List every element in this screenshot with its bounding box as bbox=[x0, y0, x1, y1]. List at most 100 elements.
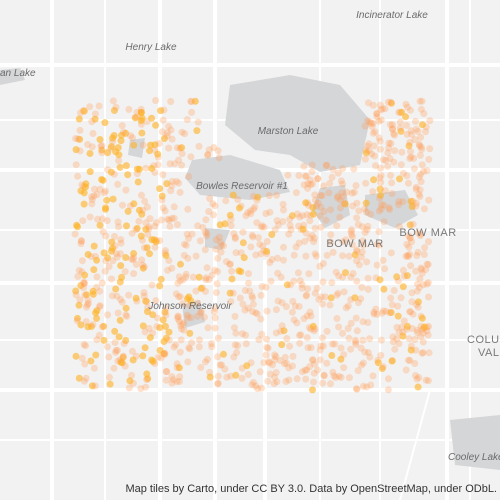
incident-dot bbox=[271, 373, 279, 381]
incident-dot bbox=[101, 187, 109, 195]
incident-dot bbox=[168, 215, 176, 222]
incident-dot bbox=[399, 266, 407, 274]
incident-dot bbox=[313, 284, 321, 292]
incident-dot bbox=[116, 250, 124, 258]
incident-dot bbox=[379, 256, 387, 264]
incident-dot bbox=[319, 334, 326, 342]
incident-dot bbox=[293, 375, 301, 383]
incident-dot bbox=[113, 253, 121, 261]
incident-dot bbox=[416, 97, 424, 105]
incident-dot bbox=[307, 344, 315, 352]
incident-dot bbox=[354, 367, 362, 375]
incident-dot bbox=[140, 292, 148, 300]
incident-dot bbox=[400, 272, 408, 280]
incident-dot bbox=[323, 161, 331, 169]
incident-dot bbox=[419, 338, 427, 346]
incident-dot bbox=[211, 202, 219, 210]
incident-dot bbox=[336, 196, 344, 204]
incident-dot bbox=[164, 215, 172, 223]
incident-dot bbox=[223, 258, 230, 266]
incident-dot bbox=[337, 177, 345, 185]
incident-dot bbox=[179, 300, 187, 308]
incident-dot bbox=[326, 179, 334, 187]
incident-dot bbox=[405, 335, 413, 343]
incident-dot bbox=[373, 110, 380, 118]
incident-dot bbox=[235, 204, 243, 212]
incident-dot bbox=[76, 135, 84, 143]
incident-dot bbox=[334, 169, 342, 177]
incident-dot bbox=[412, 117, 419, 125]
incident-dot bbox=[358, 361, 365, 369]
incident-dot bbox=[217, 248, 225, 256]
incident-dot bbox=[266, 259, 274, 266]
incident-dot bbox=[302, 172, 310, 180]
incident-dot bbox=[354, 221, 362, 228]
incident-dot bbox=[411, 336, 419, 343]
incident-dot bbox=[310, 327, 318, 335]
incident-dot bbox=[178, 128, 186, 136]
incident-dot bbox=[367, 381, 375, 389]
incident-dot bbox=[274, 254, 281, 262]
incident-dot bbox=[351, 251, 359, 259]
incident-dot bbox=[212, 245, 220, 253]
incident-dot bbox=[332, 374, 340, 381]
incident-dot bbox=[409, 310, 417, 318]
incident-dot bbox=[393, 323, 401, 331]
incident-dot bbox=[423, 280, 431, 288]
incident-dot bbox=[406, 308, 414, 316]
incident-dot bbox=[416, 284, 423, 291]
incident-dot bbox=[340, 288, 348, 296]
incident-dot bbox=[152, 121, 160, 129]
incident-dot bbox=[111, 232, 118, 240]
incident-dot bbox=[295, 172, 303, 179]
incident-dot bbox=[304, 285, 311, 293]
incident-dot bbox=[352, 341, 360, 348]
incident-dot bbox=[194, 312, 201, 320]
incident-dot bbox=[358, 283, 366, 291]
incident-dot bbox=[141, 344, 149, 352]
incident-dot bbox=[197, 309, 205, 317]
incident-dot bbox=[74, 135, 82, 143]
incident-dot bbox=[202, 274, 210, 282]
incident-dot bbox=[325, 189, 333, 197]
incident-dot bbox=[389, 125, 397, 133]
incident-dot bbox=[402, 113, 410, 121]
incident-dot bbox=[403, 240, 411, 248]
incident-dot bbox=[396, 223, 403, 231]
incident-dot bbox=[158, 216, 166, 224]
incident-dot bbox=[203, 264, 211, 272]
incident-dot bbox=[214, 147, 222, 155]
incident-dot bbox=[89, 287, 97, 295]
place-labels: Incinerator Lake Henry Lake an Lake Mars… bbox=[0, 10, 500, 463]
incident-dot bbox=[177, 325, 185, 333]
incident-dot bbox=[178, 144, 186, 152]
incident-dot bbox=[415, 173, 423, 181]
incident-dot bbox=[382, 156, 390, 164]
incident-dot bbox=[328, 340, 336, 348]
incident-dot bbox=[258, 283, 266, 290]
incident-dot bbox=[122, 254, 130, 261]
incident-dot bbox=[373, 240, 381, 248]
incident-dot bbox=[286, 215, 294, 223]
incident-dot bbox=[295, 303, 303, 310]
incident-dot bbox=[117, 236, 125, 244]
incident-dot bbox=[263, 335, 270, 343]
incident-dot bbox=[319, 379, 327, 387]
incident-dot bbox=[350, 165, 358, 173]
incident-dot bbox=[353, 327, 361, 335]
incident-dot bbox=[388, 190, 396, 197]
incident-dot bbox=[248, 231, 256, 239]
incident-dot bbox=[102, 232, 110, 240]
incident-dot bbox=[130, 254, 138, 262]
incident-dot bbox=[210, 144, 218, 151]
incident-dot bbox=[405, 179, 412, 187]
incident-dot bbox=[95, 102, 103, 110]
incident-dot bbox=[347, 228, 355, 236]
incident-dot bbox=[425, 196, 433, 204]
incident-dot bbox=[165, 328, 173, 336]
incident-dot bbox=[168, 177, 176, 185]
incident-dot bbox=[377, 172, 385, 180]
incident-dot bbox=[146, 334, 154, 342]
incident-dot bbox=[413, 329, 421, 337]
incident-dot bbox=[114, 218, 122, 226]
